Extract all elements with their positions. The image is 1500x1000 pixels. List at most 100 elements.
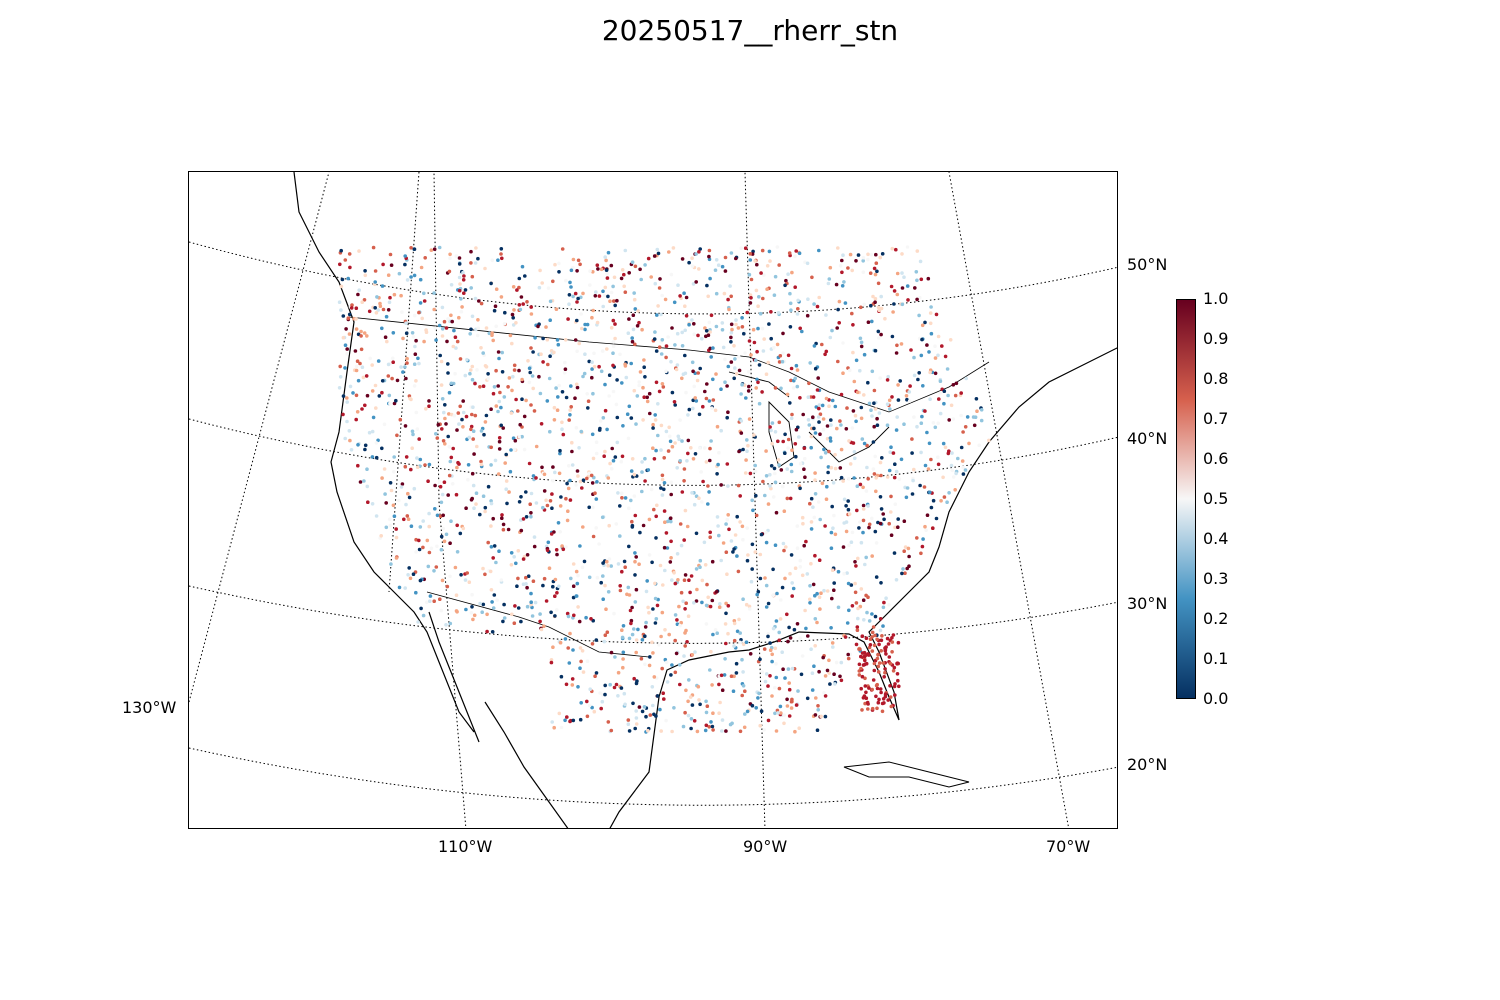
station-dot	[874, 683, 879, 688]
station-dot	[963, 468, 968, 472]
station-dot	[813, 553, 817, 558]
station-dot	[832, 581, 836, 585]
station-dot	[773, 471, 777, 476]
lat-label-40n: 40°N	[1127, 429, 1168, 448]
station-dot	[818, 607, 822, 611]
station-dot	[601, 416, 606, 420]
station-dot	[432, 247, 437, 251]
station-dot	[945, 500, 949, 505]
station-dot	[686, 614, 691, 618]
station-dot	[510, 341, 514, 346]
station-dot	[759, 709, 764, 713]
station-dot	[723, 380, 727, 384]
station-dot	[688, 590, 692, 595]
station-dot	[552, 418, 557, 422]
station-dot	[864, 636, 869, 640]
station-dot	[965, 415, 970, 419]
station-dot	[513, 604, 517, 608]
station-dot	[745, 449, 749, 454]
station-dot	[627, 544, 631, 549]
station-dot	[870, 319, 874, 324]
station-dot	[588, 269, 592, 273]
station-dot	[356, 443, 360, 447]
station-dot	[563, 718, 567, 723]
station-dot	[876, 670, 881, 674]
station-dot	[819, 455, 823, 460]
station-dot	[464, 414, 469, 419]
station-dot	[777, 420, 782, 425]
station-dot	[758, 657, 762, 662]
station-dot	[811, 415, 815, 419]
station-dot	[638, 530, 642, 535]
station-dot	[456, 460, 460, 465]
station-dot	[479, 301, 484, 306]
station-dot	[417, 538, 421, 543]
station-dot	[615, 378, 619, 382]
station-dot	[840, 258, 844, 263]
station-dot	[751, 508, 755, 513]
station-dot	[640, 460, 644, 464]
station-dot	[580, 486, 584, 490]
station-dot	[619, 491, 624, 496]
station-dot	[370, 429, 375, 434]
station-dot	[830, 568, 835, 572]
station-dot	[348, 384, 353, 389]
station-dot	[892, 551, 897, 555]
station-dot	[861, 518, 866, 523]
station-dot	[656, 402, 660, 406]
station-dot	[560, 390, 565, 394]
station-dot	[486, 540, 491, 545]
station-dot	[650, 640, 654, 645]
station-dot	[869, 252, 874, 257]
station-dot	[440, 334, 445, 338]
station-dot	[571, 257, 576, 262]
station-dot	[842, 521, 846, 525]
station-dot	[778, 704, 783, 709]
station-dot	[583, 327, 587, 332]
station-dot	[444, 532, 449, 537]
station-dot	[587, 575, 592, 580]
station-dot	[889, 510, 893, 514]
station-dot	[853, 456, 857, 461]
station-dot	[484, 413, 489, 418]
station-dot	[694, 399, 699, 403]
station-dot	[510, 312, 515, 317]
station-dot	[878, 460, 883, 465]
station-dot	[546, 362, 550, 367]
station-dot	[525, 553, 530, 557]
station-dot	[532, 409, 537, 413]
station-dot	[659, 312, 663, 317]
station-dot	[469, 261, 473, 265]
station-dot	[895, 661, 900, 665]
station-dot	[701, 479, 705, 484]
station-dot	[797, 726, 801, 730]
station-dot	[887, 521, 891, 526]
station-dot	[846, 652, 850, 657]
station-dot	[887, 603, 891, 607]
station-dot	[714, 589, 719, 594]
station-dot	[838, 419, 842, 423]
station-dot	[476, 318, 480, 322]
station-dot	[687, 260, 691, 265]
station-dot	[667, 250, 671, 254]
station-dot	[893, 462, 897, 467]
station-dot	[725, 415, 729, 420]
station-dot	[766, 634, 770, 639]
station-dot	[707, 725, 711, 729]
station-dot	[704, 723, 709, 728]
station-dot	[363, 447, 367, 452]
station-dot	[553, 594, 557, 598]
station-dot	[615, 440, 620, 445]
station-dot	[500, 370, 505, 374]
station-dot	[750, 445, 755, 450]
station-dot	[817, 420, 821, 424]
station-dot	[756, 304, 760, 308]
station-dot	[648, 411, 652, 416]
station-dot	[558, 640, 563, 645]
station-dot	[734, 256, 738, 261]
station-dot	[918, 259, 923, 264]
station-dot	[736, 355, 741, 359]
station-dot	[364, 374, 369, 378]
station-dot	[710, 683, 714, 687]
station-dot	[740, 524, 745, 529]
